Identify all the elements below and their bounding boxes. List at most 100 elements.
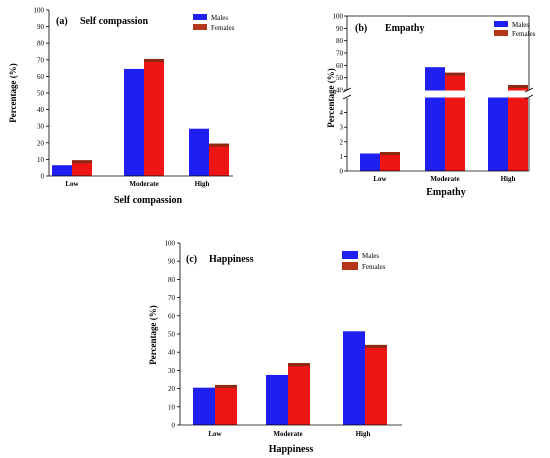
bar-females-moderate-cap (288, 363, 310, 367)
panel-a-legend: Males Females (193, 14, 235, 32)
x-tick-label-high: High (195, 180, 210, 188)
y-tick-label: 50 (168, 331, 176, 339)
bar-males-low (360, 153, 380, 171)
bar-females-low-cap (215, 384, 237, 388)
bar-females-moderate (288, 363, 310, 425)
bar-females-high (365, 344, 387, 425)
bar-females-moderate (144, 58, 164, 176)
bar-females-low-cap (380, 152, 400, 156)
panel-a-self-compassion: (a) Self compassion Percentage (%) Self … (8, 7, 235, 207)
panel-c-title: Happiness (209, 254, 254, 265)
y-tick-label: 70 (168, 294, 176, 302)
legend-label-males: Males (211, 14, 228, 22)
bar-females-high-cap (508, 85, 528, 89)
x-tick-label-moderate: Moderate (430, 175, 459, 183)
bar-males-moderate (425, 67, 445, 171)
y-tick-label: 60 (336, 62, 344, 70)
y-tick-label: 0 (172, 422, 176, 430)
panel-c-label: (c) (186, 254, 197, 265)
bar-females-low (380, 152, 400, 171)
bar-males-high (488, 91, 508, 171)
panel-a-title: Self compassion (80, 16, 149, 27)
panel-a-y-axis-label: Percentage (%) (8, 63, 18, 123)
y-tick-label: 50 (37, 90, 45, 98)
y-tick-label: 10 (168, 403, 176, 411)
bar-females-moderate-cap (144, 58, 164, 62)
y-tick-label: 4 (340, 109, 344, 117)
bar-females-low-cap (72, 160, 92, 164)
axis-break-mark (524, 94, 534, 100)
bar-females-high (508, 85, 528, 171)
y-tick-label: 3 (340, 124, 344, 132)
bar-females-low (72, 160, 92, 176)
y-tick-label: 100 (165, 240, 176, 248)
x-tick-label-moderate: Moderate (129, 180, 158, 188)
legend-swatch-females (494, 30, 508, 36)
y-tick-label: 40 (37, 106, 45, 114)
bar-males-moderate (266, 374, 288, 425)
x-tick-label-high: High (501, 175, 516, 183)
panel-b-legend: Males Females (494, 21, 536, 38)
panel-c-legend: Males Females (342, 251, 386, 271)
y-tick-label: 1 (340, 153, 344, 161)
panel-b-y-axis-label: Percentage (%) (326, 68, 336, 128)
y-tick-label: 60 (168, 312, 176, 320)
y-tick-label: 90 (37, 23, 45, 31)
y-tick-label: 70 (336, 50, 344, 58)
panel-b-empathy: (b) Empathy Percentage (%) Empathy Males… (326, 13, 536, 199)
x-tick-label-moderate: Moderate (273, 430, 302, 438)
panel-b-label: (b) (355, 23, 367, 34)
legend-swatch-females (193, 24, 207, 30)
y-tick-label: 90 (168, 258, 176, 266)
legend-swatch-males (342, 251, 358, 259)
bar-males-moderate (124, 68, 144, 176)
y-tick-label: 40 (168, 349, 176, 357)
bar-females-low (215, 384, 237, 425)
x-tick-label-low: Low (208, 430, 222, 438)
y-tick-label: 80 (168, 276, 176, 284)
y-tick-label: 60 (37, 73, 45, 81)
y-tick-label: 0 (340, 168, 344, 176)
y-tick-label: 80 (37, 40, 45, 48)
y-tick-label: 50 (336, 74, 344, 82)
bar-females-high-cap (365, 344, 387, 348)
legend-label-males: Males (512, 21, 529, 29)
panel-b-title: Empathy (385, 23, 424, 34)
y-tick-label: 30 (37, 123, 45, 131)
y-tick-label: 20 (37, 139, 45, 147)
bar-females-high-cap (209, 143, 229, 147)
panel-a-label: (a) (56, 16, 68, 27)
y-tick-label: 100 (333, 13, 344, 21)
y-tick-label: 2 (340, 138, 344, 146)
bar-males-low (52, 165, 72, 176)
bar-females-moderate (445, 72, 465, 171)
panel-a-x-axis-label: Self compassion (114, 195, 183, 206)
x-tick-label-low: Low (65, 180, 79, 188)
axis-break-mark (342, 94, 352, 100)
panel-c-x-axis-label: Happiness (269, 444, 314, 455)
y-tick-label: 70 (37, 56, 45, 64)
bar-females-high (209, 143, 229, 176)
x-tick-label-high: High (356, 430, 371, 438)
bar-females-moderate-cap (445, 72, 465, 76)
bar-males-high (343, 331, 365, 425)
legend-label-females: Females (362, 263, 386, 271)
legend-label-males: Males (362, 252, 379, 260)
legend-swatch-females (342, 262, 358, 270)
y-tick-label: 30 (168, 367, 176, 375)
legend-label-females: Females (211, 24, 235, 32)
panel-c-happiness: (c) Happiness Percentage (%) Happiness M… (148, 240, 402, 455)
panel-c-y-axis-label: Percentage (%) (148, 305, 158, 365)
legend-swatch-males (494, 21, 508, 27)
y-tick-label: 100 (34, 7, 45, 15)
y-tick-label: 80 (336, 37, 344, 45)
bar-males-high (189, 128, 209, 176)
y-tick-label: 0 (41, 173, 45, 181)
panel-b-x-axis-label: Empathy (426, 187, 465, 198)
y-tick-label: 10 (37, 156, 45, 164)
axis-break-band (341, 90, 535, 98)
legend-swatch-males (193, 14, 207, 20)
y-tick-label: 20 (168, 385, 176, 393)
y-tick-label: 40 (336, 87, 344, 95)
